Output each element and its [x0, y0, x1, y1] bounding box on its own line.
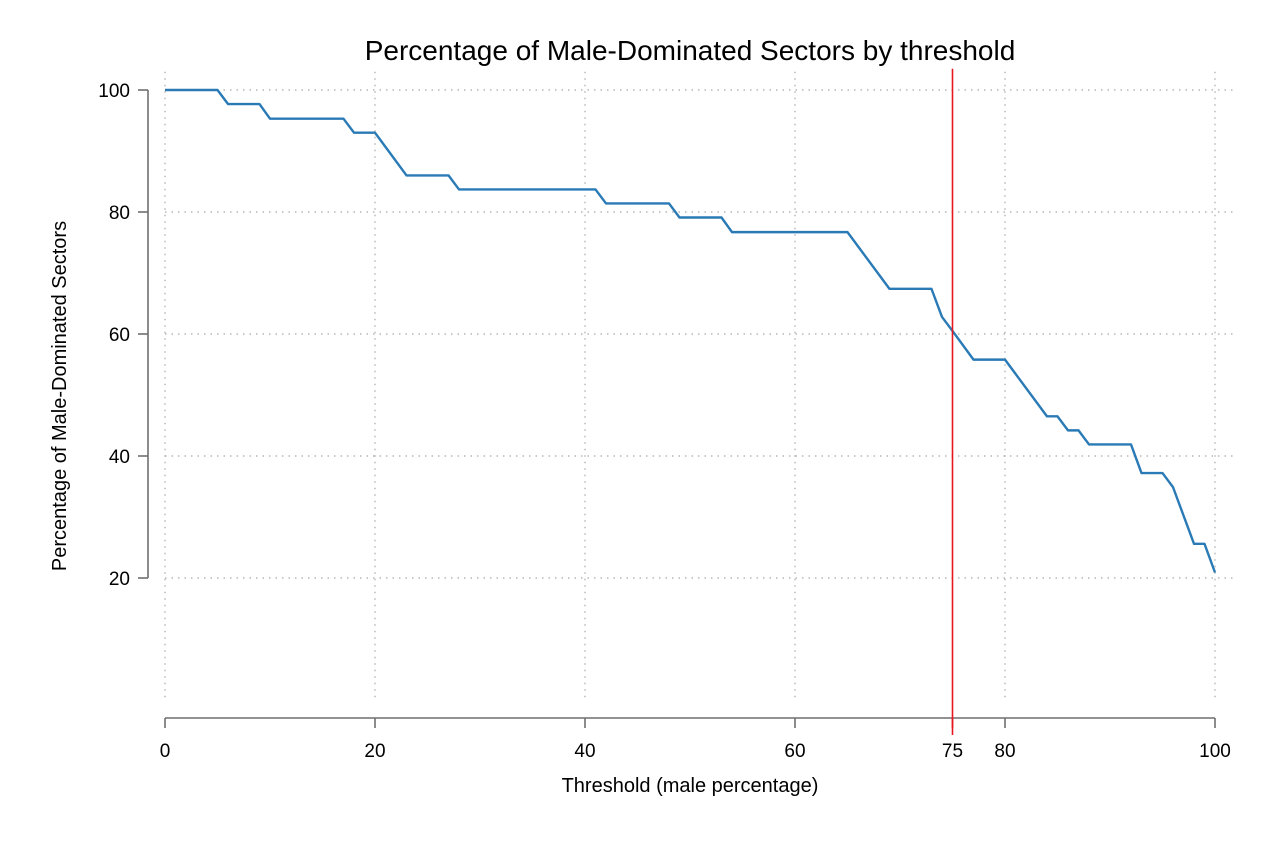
y-tick-label-100: 100 — [98, 81, 130, 102]
x-axis-ticks: 0 20 40 60 80 100 — [160, 718, 1231, 762]
series-line — [165, 88, 1217, 573]
x-tick-label-100: 100 — [1199, 741, 1231, 762]
reference-line-label: 75 — [942, 741, 963, 762]
y-tick-label-40: 40 — [109, 447, 130, 468]
x-tick-label-80: 80 — [994, 741, 1015, 762]
y-tick-label-20: 20 — [109, 569, 130, 590]
x-tick-label-60: 60 — [784, 741, 805, 762]
y-tick-label-60: 60 — [109, 325, 130, 346]
x-tick-label-0: 0 — [160, 741, 171, 762]
y-tick-label-80: 80 — [109, 203, 130, 224]
y-axis-label: Percentage of Male-Dominated Sectors — [49, 221, 71, 571]
grid — [164, 71, 1235, 700]
x-tick-label-40: 40 — [574, 741, 595, 762]
y-axis-ticks: 20 40 60 80 100 — [98, 81, 148, 590]
x-axis-label: Threshold (male percentage) — [562, 775, 819, 797]
chart-title: Percentage of Male-Dominated Sectors by … — [365, 35, 1016, 66]
x-tick-label-20: 20 — [364, 741, 385, 762]
